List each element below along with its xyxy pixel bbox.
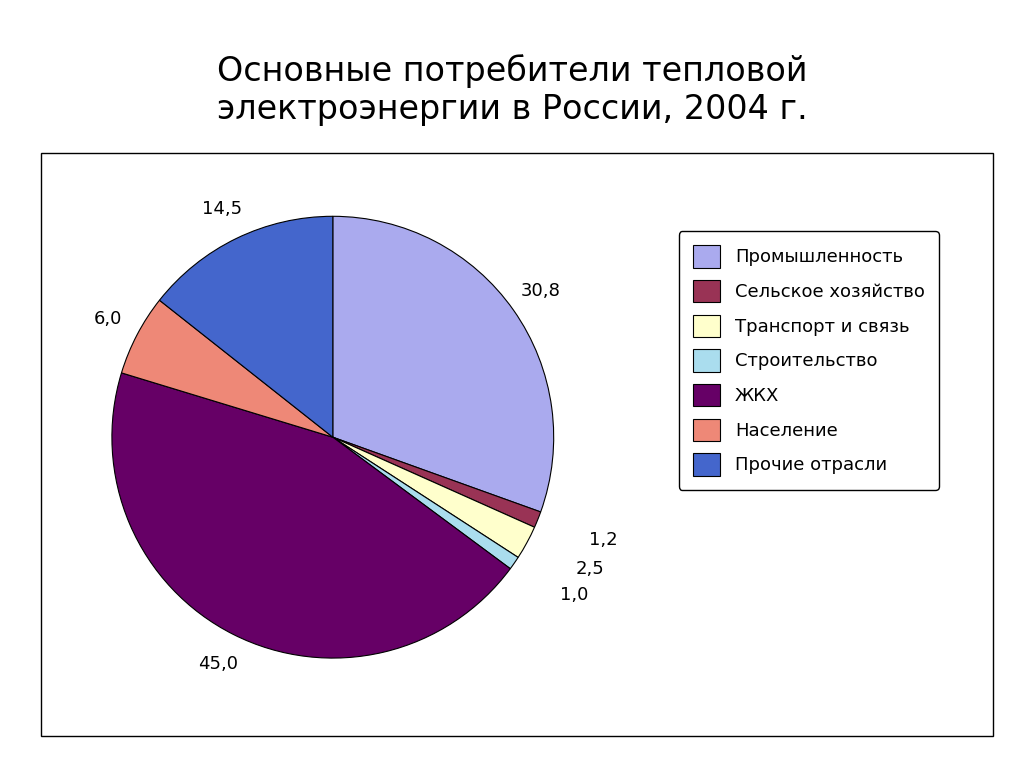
- Wedge shape: [160, 216, 333, 437]
- Wedge shape: [122, 300, 333, 437]
- Legend: Промышленность, Сельское хозяйство, Транспорт и связь, Строительство, ЖКХ, Насел: Промышленность, Сельское хозяйство, Тран…: [679, 231, 939, 490]
- Wedge shape: [112, 373, 510, 658]
- Wedge shape: [333, 437, 518, 568]
- Wedge shape: [333, 216, 554, 512]
- Text: 1,0: 1,0: [560, 585, 588, 604]
- Text: Основные потребители тепловой
электроэнергии в России, 2004 г.: Основные потребители тепловой электроэне…: [217, 54, 807, 126]
- Text: 14,5: 14,5: [202, 199, 242, 218]
- Text: 45,0: 45,0: [199, 655, 239, 673]
- Text: 6,0: 6,0: [93, 311, 122, 328]
- Text: 2,5: 2,5: [575, 560, 604, 578]
- Wedge shape: [333, 437, 541, 527]
- Text: 30,8: 30,8: [520, 282, 560, 300]
- Text: 1,2: 1,2: [589, 532, 617, 549]
- Wedge shape: [333, 437, 535, 558]
